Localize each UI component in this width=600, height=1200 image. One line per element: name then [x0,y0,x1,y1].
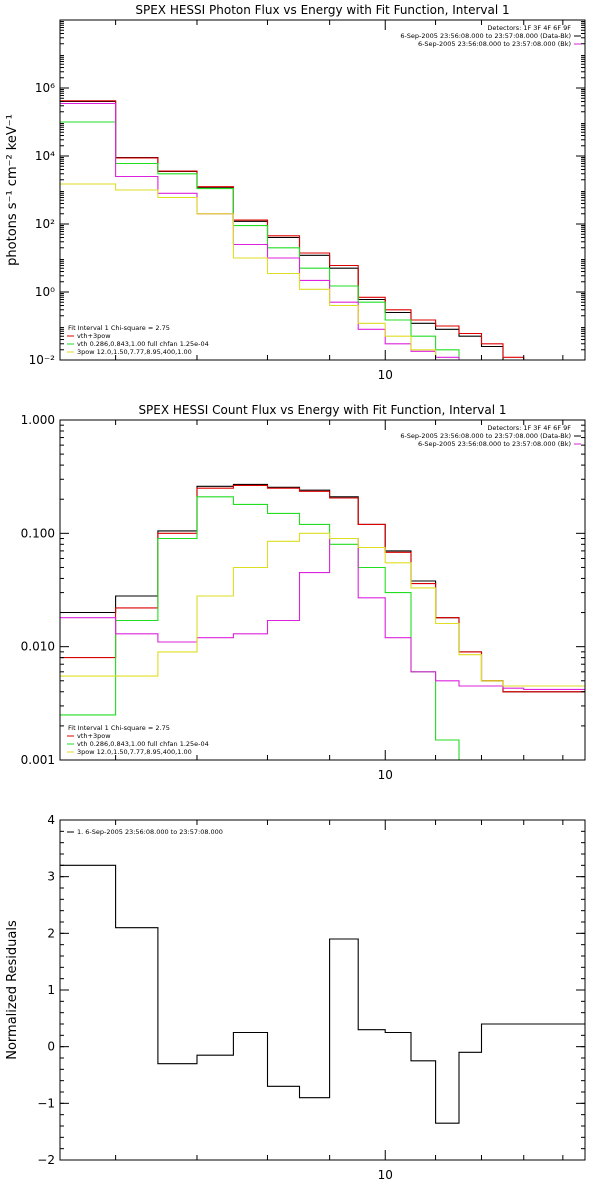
y-tick-label: 0.100 [21,526,55,540]
series-line-magenta [60,537,585,690]
y-tick-label: 1.000 [21,413,55,427]
series-group [60,864,585,1124]
chart-title: SPEX HESSI Photon Flux vs Energy with Fi… [135,3,509,17]
legend-left-entry: 3pow 12.0,1.50,7.77,8.95,400,1.00 [77,748,192,756]
y-tick-label: 3 [47,870,55,884]
y-tick-label: 10⁻² [29,353,56,367]
legend-left-entry: Fit Interval 1 Chi-square = 2.75 [68,324,170,332]
y-tick-label: 10⁴ [35,149,55,163]
series-group [60,100,525,360]
y-tick-label: −2 [37,1153,55,1167]
legend-right-entry: Detectors: 1F 3F 4F 6F 9F [487,24,571,32]
series-line-green [60,121,460,360]
y-tick-label: 0.001 [21,753,55,767]
x-tick-label: 10 [378,368,393,382]
y-tick-label: 0.010 [21,640,55,654]
legend-left-entry: vth+3pow [77,732,111,740]
y-tick-label: 10⁶ [35,81,55,95]
y-axis-label: Normalized Residuals [5,920,20,1060]
series-line-yellow [60,532,585,687]
legend-left-entry: 3pow 12.0,1.50,7.77,8.95,400,1.00 [77,348,192,356]
y-tick-label: 10⁰ [35,285,55,299]
series-line-black [60,100,525,360]
y-axis-label: photons s⁻¹ cm⁻² keV⁻¹ [5,114,20,266]
chart-panel-1: 10 10⁻² 10⁰ 10² 10⁴ 10⁶ SPEX HESSI Photon Flux… [5,3,586,382]
legend-right-entry: 6-Sep-2005 23:56:08.000 to 23:57:08.000 … [418,40,571,48]
series-line-red [60,100,525,360]
legend-left-entry: Fit Interval 1 Chi-square = 2.75 [68,724,170,732]
y-tick-label: 2 [47,926,55,940]
legend-right-entry: 6-Sep-2005 23:56:08.000 to 23:57:08.000 … [400,432,571,440]
legend-right-entry: 6-Sep-2005 23:56:08.000 to 23:57:08.000 … [418,440,571,448]
series-line-black [60,483,585,693]
legend-left-entry: 1. 6-Sep-2005 23:56:08.000 to 23:57:08.0… [77,828,223,836]
series-line-yellow [60,183,460,360]
legend-left-entry: vth 0.286,0.843,1.00 full chfan 1.25e-04 [77,340,209,348]
series-group [60,483,585,760]
legend-left-entry: vth+3pow [77,332,111,340]
y-tick-label: 4 [47,813,55,827]
series-line-red [60,484,585,693]
plot-frame [59,19,586,361]
legend-right-entry: 6-Sep-2005 23:56:08.000 to 23:57:08.000 … [400,32,571,40]
legend-right-entry: Detectors: 1F 3F 4F 6F 9F [487,424,571,432]
x-tick-label: 10 [378,768,393,782]
y-tick-label: 10² [35,217,55,231]
plot-frame [59,419,586,761]
y-tick-label: 0 [47,1040,55,1054]
x-tick-label: 10 [378,1168,393,1182]
y-tick-label: −1 [37,1096,55,1110]
chart-panel-3: 10 −2 −1 0 1 2 3 4 Normalized Residuals 1. 6-Sep-… [5,813,586,1182]
chart-panel-2: 10 0.001 0.010 0.100 1.000 SPEX HESSI Count F… [21,403,586,782]
plot-frame [59,819,586,1161]
legend-left-entry: vth 0.286,0.843,1.00 full chfan 1.25e-04 [77,740,209,748]
y-tick-label: 1 [47,983,55,997]
chart-title: SPEX HESSI Count Flux vs Energy with Fit… [138,403,506,417]
series-line-black [60,864,585,1124]
